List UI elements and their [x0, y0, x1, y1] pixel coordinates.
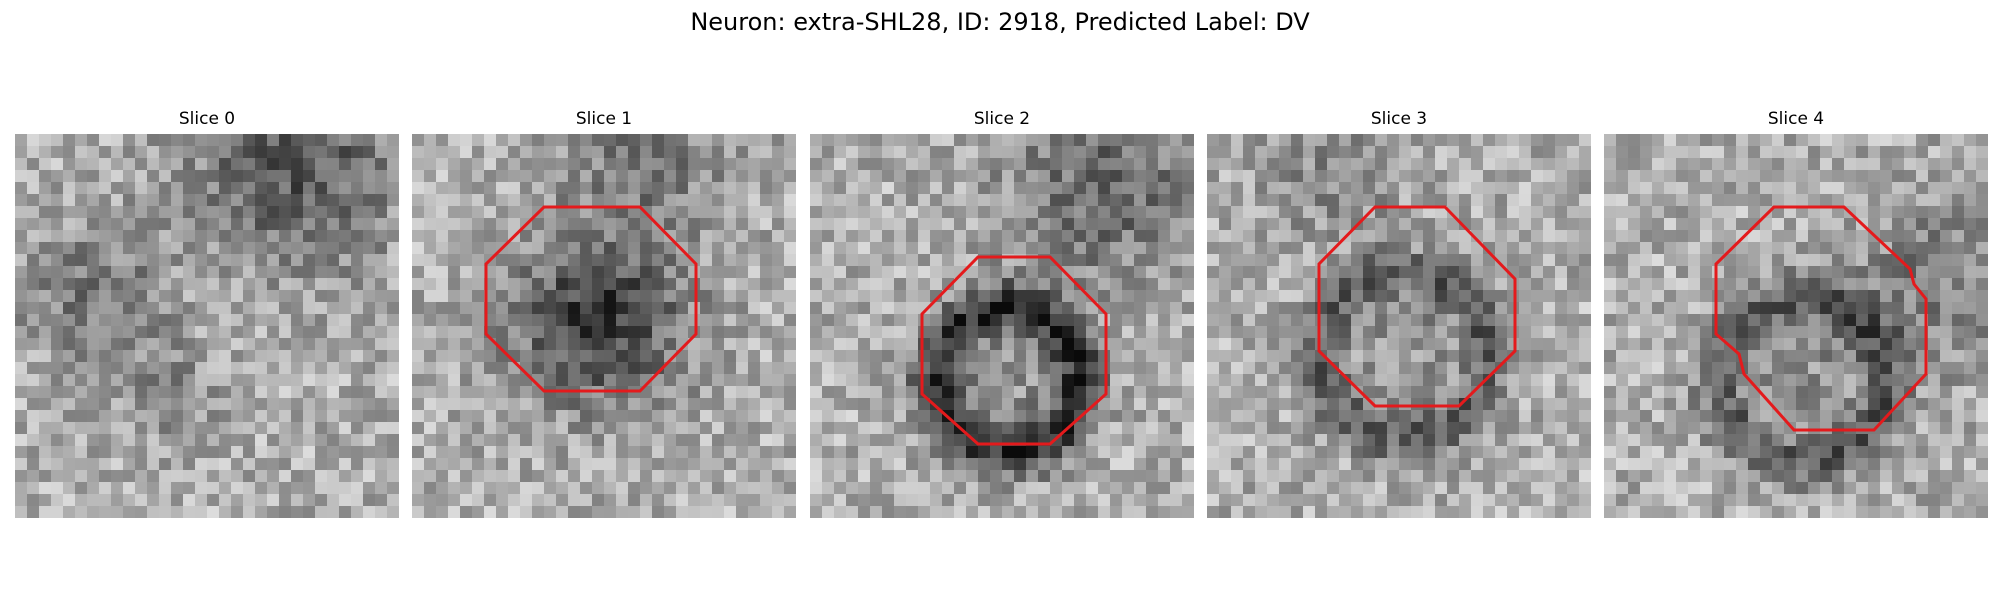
roi-outline-overlay [1317, 205, 1517, 408]
grayscale-image [810, 134, 1194, 518]
roi-outline [920, 255, 1108, 446]
grayscale-image [412, 134, 796, 518]
grayscale-image [1604, 134, 1988, 518]
roi-outline [1317, 205, 1517, 408]
roi-outline [1714, 205, 1928, 432]
slice-panel-1: Slice 1 [412, 108, 796, 518]
slice-panel-2: Slice 2 [810, 108, 1194, 518]
slice-title: Slice 4 [1767, 109, 1825, 129]
slice-panel-0: Slice 0 [15, 108, 399, 518]
slice-image [15, 134, 399, 518]
slice-title: Slice 3 [1370, 109, 1428, 129]
slice-panel-3: Slice 3 [1207, 108, 1591, 518]
slice-image [810, 134, 1194, 518]
grayscale-image [15, 134, 399, 518]
slice-image [1604, 134, 1988, 518]
slice-panel-4: Slice 4 [1604, 108, 1988, 518]
slice-title: Slice 0 [178, 109, 236, 129]
roi-outline-overlay [920, 255, 1108, 446]
roi-outline-overlay [484, 205, 698, 393]
roi-outline [484, 205, 698, 393]
slice-image [1207, 134, 1591, 518]
figure-title: Neuron: extra-SHL28, ID: 2918, Predicted… [690, 8, 1310, 36]
slice-title: Slice 1 [575, 109, 633, 129]
slice-title: Slice 2 [973, 109, 1031, 129]
roi-outline-overlay [1714, 205, 1928, 432]
grayscale-image [1207, 134, 1591, 518]
slice-image [412, 134, 796, 518]
